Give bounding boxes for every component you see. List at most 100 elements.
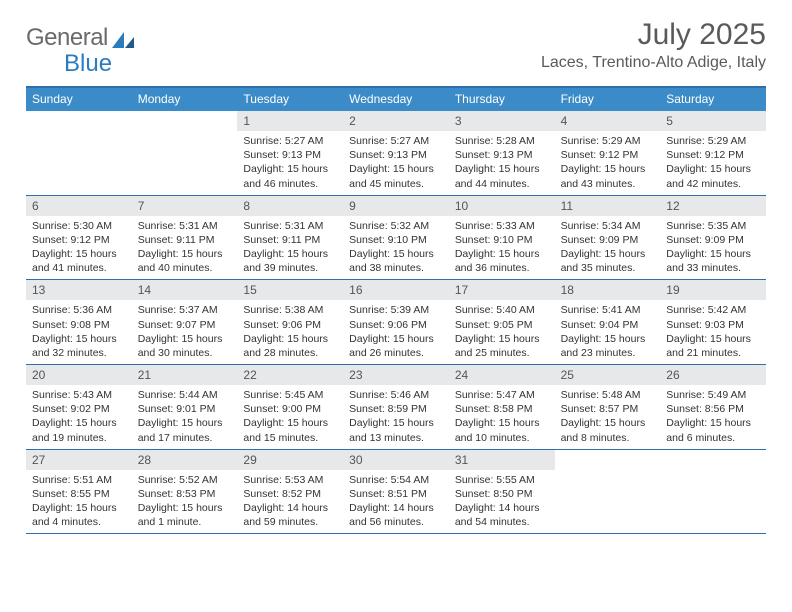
daylight-line: Daylight: 15 hours and 33 minutes. [666,247,760,275]
daylight-line: Daylight: 15 hours and 10 minutes. [455,416,549,444]
daylight-line: Daylight: 14 hours and 56 minutes. [349,501,443,529]
day-number: 1 [237,111,343,131]
sunset-line: Sunset: 8:51 PM [349,487,443,501]
day-number: 17 [449,280,555,300]
week-row: 27Sunrise: 5:51 AMSunset: 8:55 PMDayligh… [26,450,766,535]
day-cell: 25Sunrise: 5:48 AMSunset: 8:57 PMDayligh… [555,365,661,449]
day-details: Sunrise: 5:32 AMSunset: 9:10 PMDaylight:… [343,216,449,280]
daylight-line: Daylight: 15 hours and 6 minutes. [666,416,760,444]
weekday-header: Wednesday [343,88,449,111]
sunrise-line: Sunrise: 5:32 AM [349,219,443,233]
sunset-line: Sunset: 9:04 PM [561,318,655,332]
logo-text-blue-wrap: Blue [64,50,112,78]
sunset-line: Sunset: 9:01 PM [138,402,232,416]
day-number: 15 [237,280,343,300]
day-cell: . [132,111,238,195]
day-number: 24 [449,365,555,385]
day-details: Sunrise: 5:43 AMSunset: 9:02 PMDaylight:… [26,385,132,449]
sunrise-line: Sunrise: 5:54 AM [349,473,443,487]
sunset-line: Sunset: 9:05 PM [455,318,549,332]
day-number: 13 [26,280,132,300]
daylight-line: Daylight: 15 hours and 39 minutes. [243,247,337,275]
sunrise-line: Sunrise: 5:44 AM [138,388,232,402]
day-number: 12 [660,196,766,216]
day-number: 4 [555,111,661,131]
day-cell: 9Sunrise: 5:32 AMSunset: 9:10 PMDaylight… [343,196,449,280]
day-cell: . [660,450,766,534]
logo-sail-icon [110,30,136,50]
sunset-line: Sunset: 8:55 PM [32,487,126,501]
sunset-line: Sunset: 9:12 PM [561,148,655,162]
day-details: Sunrise: 5:53 AMSunset: 8:52 PMDaylight:… [237,470,343,534]
day-number: 31 [449,450,555,470]
sunrise-line: Sunrise: 5:42 AM [666,303,760,317]
day-cell: 16Sunrise: 5:39 AMSunset: 9:06 PMDayligh… [343,280,449,364]
day-details: Sunrise: 5:47 AMSunset: 8:58 PMDaylight:… [449,385,555,449]
day-number: 3 [449,111,555,131]
day-number: 19 [660,280,766,300]
day-number: 26 [660,365,766,385]
sunset-line: Sunset: 9:10 PM [455,233,549,247]
sunrise-line: Sunrise: 5:40 AM [455,303,549,317]
sunset-line: Sunset: 9:07 PM [138,318,232,332]
sunrise-line: Sunrise: 5:27 AM [349,134,443,148]
daylight-line: Daylight: 15 hours and 17 minutes. [138,416,232,444]
daylight-line: Daylight: 15 hours and 26 minutes. [349,332,443,360]
day-number: 10 [449,196,555,216]
logo-text-blue: Blue [64,50,112,77]
day-details: Sunrise: 5:35 AMSunset: 9:09 PMDaylight:… [660,216,766,280]
day-details: Sunrise: 5:29 AMSunset: 9:12 PMDaylight:… [660,131,766,195]
sunrise-line: Sunrise: 5:38 AM [243,303,337,317]
sunrise-line: Sunrise: 5:53 AM [243,473,337,487]
day-details: Sunrise: 5:54 AMSunset: 8:51 PMDaylight:… [343,470,449,534]
daylight-line: Daylight: 15 hours and 23 minutes. [561,332,655,360]
day-cell: 26Sunrise: 5:49 AMSunset: 8:56 PMDayligh… [660,365,766,449]
daylight-line: Daylight: 15 hours and 35 minutes. [561,247,655,275]
day-cell: . [555,450,661,534]
day-cell: 21Sunrise: 5:44 AMSunset: 9:01 PMDayligh… [132,365,238,449]
day-number: 22 [237,365,343,385]
sunset-line: Sunset: 9:06 PM [243,318,337,332]
week-row: 13Sunrise: 5:36 AMSunset: 9:08 PMDayligh… [26,280,766,365]
logo-text-general: General [26,24,108,52]
day-details: Sunrise: 5:31 AMSunset: 9:11 PMDaylight:… [237,216,343,280]
location-text: Laces, Trentino-Alto Adige, Italy [541,54,766,72]
day-details: Sunrise: 5:33 AMSunset: 9:10 PMDaylight:… [449,216,555,280]
daylight-line: Daylight: 15 hours and 40 minutes. [138,247,232,275]
sunrise-line: Sunrise: 5:36 AM [32,303,126,317]
page-header: General July 2025 Laces, Trentino-Alto A… [0,0,792,78]
day-details: Sunrise: 5:28 AMSunset: 9:13 PMDaylight:… [449,131,555,195]
weekday-header: Saturday [660,88,766,111]
sunrise-line: Sunrise: 5:52 AM [138,473,232,487]
weekday-header: Thursday [449,88,555,111]
day-number: 7 [132,196,238,216]
day-cell: 24Sunrise: 5:47 AMSunset: 8:58 PMDayligh… [449,365,555,449]
sunset-line: Sunset: 8:58 PM [455,402,549,416]
daylight-line: Daylight: 15 hours and 4 minutes. [32,501,126,529]
day-cell: 4Sunrise: 5:29 AMSunset: 9:12 PMDaylight… [555,111,661,195]
day-details: Sunrise: 5:45 AMSunset: 9:00 PMDaylight:… [237,385,343,449]
daylight-line: Daylight: 15 hours and 25 minutes. [455,332,549,360]
daylight-line: Daylight: 15 hours and 28 minutes. [243,332,337,360]
title-block: July 2025 Laces, Trentino-Alto Adige, It… [541,18,766,72]
weekday-header: Friday [555,88,661,111]
day-cell: 10Sunrise: 5:33 AMSunset: 9:10 PMDayligh… [449,196,555,280]
day-number: 18 [555,280,661,300]
daylight-line: Daylight: 15 hours and 44 minutes. [455,162,549,190]
sunset-line: Sunset: 9:10 PM [349,233,443,247]
day-details: Sunrise: 5:49 AMSunset: 8:56 PMDaylight:… [660,385,766,449]
day-number: 9 [343,196,449,216]
day-cell: 15 Sunrise: 5:38 AMSunset: 9:06 PMDayligh… [237,280,343,364]
day-number: 25 [555,365,661,385]
day-cell: 20Sunrise: 5:43 AMSunset: 9:02 PMDayligh… [26,365,132,449]
sunset-line: Sunset: 8:53 PM [138,487,232,501]
daylight-line: Daylight: 15 hours and 41 minutes. [32,247,126,275]
daylight-line: Daylight: 14 hours and 54 minutes. [455,501,549,529]
daylight-line: Daylight: 15 hours and 8 minutes. [561,416,655,444]
sunrise-line: Sunrise: 5:31 AM [138,219,232,233]
day-cell: 12Sunrise: 5:35 AMSunset: 9:09 PMDayligh… [660,196,766,280]
sunrise-line: Sunrise: 5:34 AM [561,219,655,233]
day-details: Sunrise: 5:48 AMSunset: 8:57 PMDaylight:… [555,385,661,449]
day-number: 20 [26,365,132,385]
sunrise-line: Sunrise: 5:43 AM [32,388,126,402]
